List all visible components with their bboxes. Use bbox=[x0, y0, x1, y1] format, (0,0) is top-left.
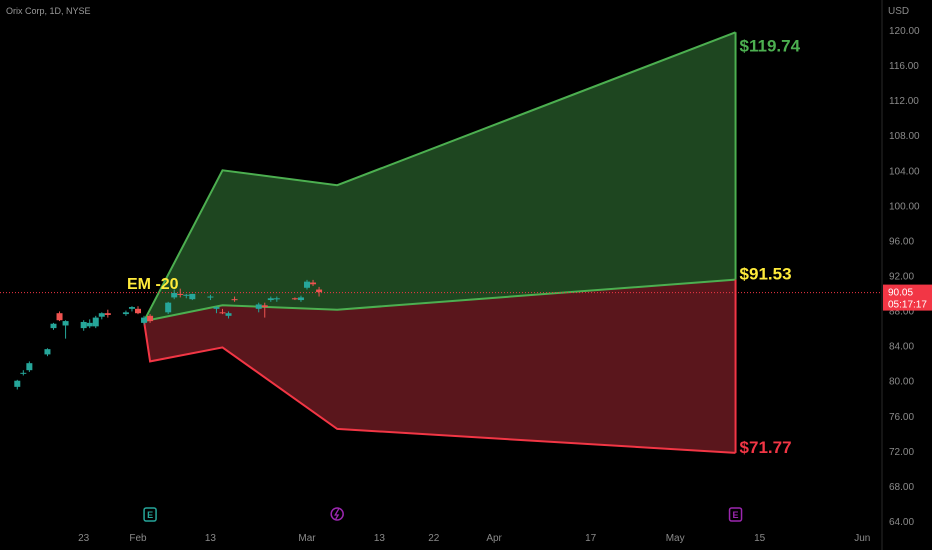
upper-band-line bbox=[143, 31, 736, 322]
x-tick-label: Mar bbox=[298, 533, 316, 544]
candle-body bbox=[80, 321, 87, 329]
candle-body bbox=[225, 313, 232, 316]
candle-body bbox=[207, 296, 214, 298]
x-tick-label: 13 bbox=[374, 533, 386, 544]
current-price-value: 90.05 bbox=[888, 288, 913, 299]
current-price-tag bbox=[883, 284, 932, 311]
candle-body bbox=[20, 372, 27, 374]
candle-body bbox=[98, 313, 105, 317]
price-countdown: 05:17:17 bbox=[888, 300, 927, 311]
x-tick-label: May bbox=[666, 533, 685, 544]
dividend-icon[interactable] bbox=[330, 507, 344, 521]
candle-body bbox=[231, 299, 238, 301]
x-tick-label: 13 bbox=[205, 533, 217, 544]
candle-body bbox=[50, 323, 57, 329]
em-annotation: EM -20 bbox=[127, 276, 179, 293]
y-tick-label: 72.00 bbox=[889, 447, 914, 458]
symbol-header: Orix Corp, 1D, NYSE bbox=[6, 6, 91, 16]
candle-body bbox=[304, 281, 310, 288]
earnings-glyph: E bbox=[147, 510, 153, 520]
y-tick-label: 108.00 bbox=[889, 131, 920, 142]
candle-body bbox=[86, 322, 93, 327]
candle-body bbox=[297, 297, 304, 301]
candle-body bbox=[122, 312, 129, 315]
candle-body bbox=[62, 321, 69, 326]
upper-price-label: $119.74 bbox=[740, 36, 801, 55]
x-tick-label: Jun bbox=[854, 533, 870, 544]
y-tick-label: 88.00 bbox=[889, 307, 914, 318]
y-tick-label: 80.00 bbox=[889, 377, 914, 388]
candle-body bbox=[171, 293, 178, 298]
candle-body bbox=[213, 307, 220, 309]
candle-body bbox=[310, 282, 317, 285]
candle-body bbox=[141, 317, 148, 323]
x-tick-label: 22 bbox=[428, 533, 440, 544]
y-tick-label: 104.00 bbox=[889, 166, 920, 177]
candle-body bbox=[261, 305, 268, 308]
x-tick-label: 15 bbox=[754, 533, 766, 544]
candle-body bbox=[189, 293, 196, 300]
x-tick-label: 23 bbox=[78, 533, 90, 544]
earnings-icon[interactable] bbox=[728, 507, 743, 522]
mid-band-line bbox=[143, 278, 736, 323]
candle-body bbox=[273, 298, 280, 300]
upper-band-fill bbox=[144, 32, 736, 322]
mid-price-label: $91.53 bbox=[740, 265, 792, 284]
y-tick-label: 76.00 bbox=[889, 412, 914, 423]
candle-body bbox=[44, 349, 51, 355]
candle-body bbox=[165, 302, 172, 313]
earnings-icon[interactable] bbox=[143, 507, 157, 522]
lower-band-fill bbox=[144, 279, 736, 453]
y-tick-label: 84.00 bbox=[889, 342, 914, 353]
candle-body bbox=[316, 289, 323, 293]
y-tick-label: 92.00 bbox=[889, 272, 914, 283]
y-tick-label: 120.00 bbox=[889, 26, 920, 37]
y-tick-label: 100.00 bbox=[889, 201, 920, 212]
y-tick-label: 64.00 bbox=[889, 517, 914, 528]
lower-price-label: $71.77 bbox=[740, 438, 792, 457]
x-tick-label: Apr bbox=[486, 533, 502, 544]
y-tick-label: 116.00 bbox=[889, 61, 919, 72]
candle-body bbox=[183, 294, 190, 296]
candle-body bbox=[219, 312, 226, 314]
x-tick-label: 17 bbox=[585, 533, 597, 544]
candle-body bbox=[267, 298, 274, 301]
candle-body bbox=[92, 317, 99, 327]
candle-body bbox=[104, 313, 111, 315]
candle-body bbox=[255, 304, 262, 309]
x-tick-label: Feb bbox=[129, 533, 147, 544]
lightning-glyph bbox=[334, 508, 340, 520]
candle-body bbox=[291, 298, 298, 300]
y-tick-label: 96.00 bbox=[889, 236, 914, 247]
lower-band-line bbox=[143, 320, 736, 454]
y-tick-label: 68.00 bbox=[889, 482, 914, 493]
candle-body bbox=[177, 293, 184, 295]
currency-label: USD bbox=[888, 6, 909, 17]
candle-body bbox=[14, 380, 21, 387]
candle-body bbox=[135, 308, 141, 314]
candle-body bbox=[128, 307, 135, 309]
earnings-glyph: E bbox=[733, 510, 739, 520]
candle-body bbox=[26, 363, 33, 371]
candle-body bbox=[56, 313, 63, 321]
y-tick-label: 112.00 bbox=[889, 96, 919, 107]
candle-body bbox=[147, 315, 154, 322]
